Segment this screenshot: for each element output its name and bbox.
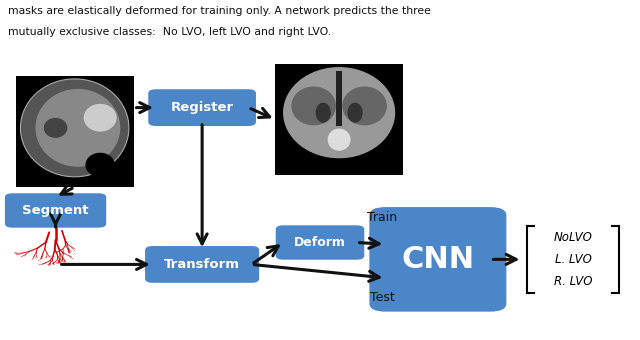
Ellipse shape (291, 86, 336, 125)
Ellipse shape (44, 118, 67, 138)
Ellipse shape (85, 153, 115, 177)
Text: Register: Register (170, 101, 234, 114)
Bar (275, 64, 403, 175)
Ellipse shape (20, 79, 129, 177)
Text: Test: Test (370, 291, 394, 304)
Text: Deform: Deform (294, 236, 346, 249)
Text: masks are elastically deformed for training only. A network predicts the three: masks are elastically deformed for train… (8, 6, 431, 16)
FancyBboxPatch shape (276, 225, 364, 260)
Ellipse shape (348, 103, 363, 123)
FancyBboxPatch shape (369, 207, 506, 312)
FancyBboxPatch shape (5, 193, 106, 228)
Ellipse shape (35, 89, 120, 167)
Text: Train: Train (367, 211, 397, 224)
Bar (16, 75, 134, 187)
FancyBboxPatch shape (145, 246, 259, 283)
Text: CNN: CNN (401, 245, 474, 274)
Text: Segment: Segment (22, 204, 89, 217)
Bar (336, 70, 342, 126)
Text: mutually exclusive classes:  No LVO, left LVO and right LVO.: mutually exclusive classes: No LVO, left… (8, 27, 331, 37)
Ellipse shape (316, 103, 331, 123)
FancyBboxPatch shape (148, 89, 256, 126)
Text: NoLVO: NoLVO (554, 231, 593, 244)
Ellipse shape (328, 129, 351, 151)
Ellipse shape (283, 67, 395, 158)
Text: R. LVO: R. LVO (554, 275, 593, 288)
Ellipse shape (84, 104, 116, 132)
Ellipse shape (342, 86, 387, 125)
Text: Transform: Transform (164, 258, 240, 271)
Text: L. LVO: L. LVO (555, 253, 592, 266)
